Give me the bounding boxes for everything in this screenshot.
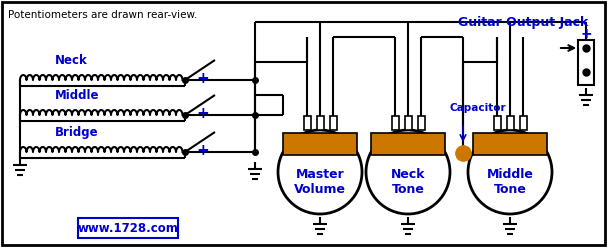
Bar [578,40,594,85]
Bar [473,133,547,155]
Bar [507,116,514,130]
Bar [304,116,311,130]
Text: +: + [580,27,592,41]
Bar [78,218,178,238]
Bar [405,116,412,130]
Bar [371,133,445,155]
Text: Middle
Tone: Middle Tone [487,168,534,196]
Bar [392,116,399,130]
Text: Master
Volume: Master Volume [294,168,346,196]
Text: Neck: Neck [55,54,88,67]
Text: +: + [197,105,209,121]
Text: +: + [197,143,209,158]
Text: Neck
Tone: Neck Tone [391,168,426,196]
Text: Capacitor: Capacitor [450,103,506,113]
Text: Bridge: Bridge [55,126,98,139]
Bar [283,133,357,155]
Text: +: + [197,70,209,85]
Bar [330,116,337,130]
Circle shape [278,130,362,214]
Bar [418,116,425,130]
Circle shape [366,130,450,214]
Text: Guitar Output Jack: Guitar Output Jack [458,16,588,29]
Bar [494,116,501,130]
Circle shape [468,130,552,214]
Text: Middle: Middle [55,89,100,102]
Bar [317,116,324,130]
Text: Potentiometers are drawn rear-view.: Potentiometers are drawn rear-view. [8,10,197,20]
Text: www.1728.com: www.1728.com [78,222,178,234]
Bar [520,116,527,130]
